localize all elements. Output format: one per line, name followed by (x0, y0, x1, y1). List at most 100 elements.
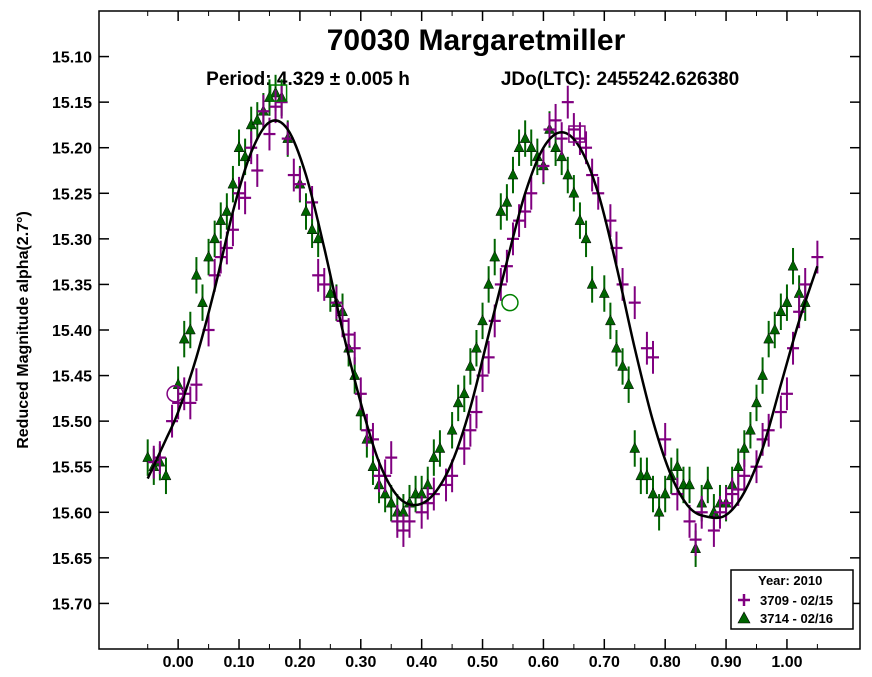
point-3714 (556, 150, 568, 162)
y-tick-label: 15.50 (52, 414, 92, 431)
point-3714 (732, 460, 744, 471)
x-tick-label: 0.00 (163, 654, 194, 671)
x-tick-label: 0.30 (345, 654, 376, 671)
point-3714 (659, 487, 671, 499)
point-3714 (184, 323, 196, 335)
special-circle-marker (166, 385, 184, 403)
y-tick-label: 15.40 (52, 323, 92, 340)
point-3714 (763, 332, 775, 344)
epoch-label: JDo(LTC): 2455242.626380 (501, 69, 739, 90)
legend: Year: 2010 3709 - 02/15 3714 - 02/16 (730, 569, 854, 630)
point-3714 (203, 250, 214, 262)
point-3714 (519, 132, 531, 143)
point-3714 (525, 141, 537, 152)
point-3714 (446, 423, 458, 435)
point-3714 (191, 268, 202, 280)
point-3714 (751, 396, 762, 408)
point-3714 (769, 323, 781, 335)
point-3714 (209, 232, 221, 244)
point-3714 (598, 286, 610, 298)
point-3714 (586, 277, 598, 289)
y-axis-ticks: 15.10 15.15 15.20 15.25 15.30 15.35 15.40 15.45… (52, 50, 860, 613)
x-tick-label: 1.00 (771, 654, 802, 671)
point-3714 (574, 214, 586, 225)
point-3714 (306, 223, 318, 234)
point-3714 (300, 204, 312, 216)
y-tick-label: 15.20 (52, 141, 92, 158)
point-3714 (745, 423, 756, 435)
point-3714 (787, 259, 799, 271)
point-3714 (684, 478, 695, 490)
x-tick-label: 0.70 (589, 654, 620, 671)
point-3714 (623, 378, 635, 389)
y-axis-label: Reduced Magnitude alpha(2.7°) (15, 211, 32, 449)
point-3714 (513, 141, 525, 152)
y-tick-label: 15.25 (52, 186, 92, 203)
point-3714 (653, 505, 665, 517)
series-3709 (147, 85, 824, 557)
point-3714 (617, 359, 628, 371)
point-3714 (629, 441, 641, 453)
point-3714 (385, 496, 397, 508)
point-3714 (477, 314, 488, 326)
point-3714 (197, 296, 208, 307)
x-tick-label: 0.80 (650, 654, 681, 671)
point-3714 (428, 451, 440, 462)
point-3714 (227, 177, 239, 189)
series-3714 (142, 74, 811, 567)
point-3714 (452, 396, 464, 408)
y-tick-label: 15.65 (52, 551, 92, 568)
point-3714 (641, 469, 653, 481)
x-axis-ticks: 0.00 0.10 0.20 0.30 0.40 0.50 0.60 0.70 0.80 0.90… (147, 11, 818, 671)
x-tick-label: 0.20 (284, 654, 315, 671)
legend-box (730, 569, 854, 630)
x-tick-label: 0.50 (467, 654, 498, 671)
legend-entry-3709: 3709 - 02/15 (760, 593, 833, 608)
point-3714 (775, 305, 787, 317)
fit-curve (146, 119, 819, 520)
point-3714 (580, 232, 592, 244)
point-3714 (464, 359, 476, 371)
point-3714 (501, 195, 513, 207)
special-markers (166, 84, 586, 403)
legend-plus-icon (738, 594, 750, 606)
point-3714 (671, 460, 683, 471)
period-label: Period: 4.329 ± 0.005 h (206, 69, 410, 90)
point-3714 (781, 296, 793, 307)
point-3714 (251, 113, 263, 125)
point-3714 (458, 387, 470, 399)
special-square-marker (269, 84, 288, 102)
point-3714 (221, 204, 233, 216)
point-3714 (434, 441, 446, 453)
x-tick-label: 0.60 (528, 654, 559, 671)
point-3714 (379, 487, 391, 499)
y-tick-label: 15.10 (52, 50, 92, 67)
point-3714 (738, 441, 750, 453)
point-3714 (604, 314, 616, 326)
chart-title: 70030 Margaretmiller (327, 24, 626, 57)
legend-title: Year: 2010 (758, 573, 822, 588)
x-tick-label: 0.90 (710, 654, 741, 671)
x-tick-label: 0.10 (223, 654, 254, 671)
point-3714 (702, 478, 714, 490)
point-3714 (489, 250, 501, 262)
legend-triangle-icon (737, 611, 751, 624)
special-circle-marker (501, 293, 519, 312)
y-tick-label: 15.55 (52, 460, 92, 477)
point-3714 (611, 341, 622, 353)
y-tick-label: 15.15 (52, 95, 92, 112)
point-3714 (471, 341, 482, 353)
y-tick-label: 15.35 (52, 277, 92, 294)
point-3714 (757, 369, 768, 380)
y-tick-label: 15.45 (52, 369, 92, 386)
point-3714 (495, 204, 507, 216)
point-3714 (215, 214, 227, 225)
point-3714 (647, 487, 659, 499)
point-3714 (568, 186, 580, 198)
x-tick-label: 0.40 (406, 654, 437, 671)
point-3714 (142, 451, 154, 462)
point-3714 (562, 168, 574, 180)
point-3714 (367, 460, 379, 471)
point-3714 (178, 332, 190, 344)
point-3714 (233, 141, 245, 152)
